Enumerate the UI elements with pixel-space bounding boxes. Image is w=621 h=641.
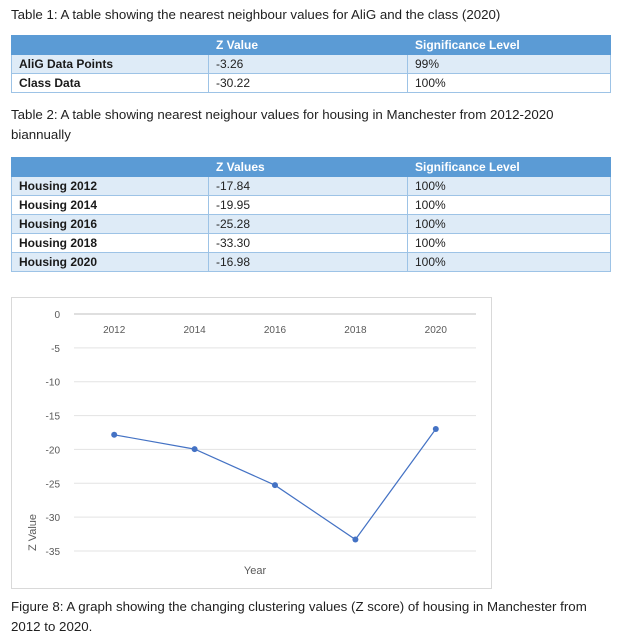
table2: Z Values Significance Level Housing 2012… [11,157,611,272]
data-point [111,431,118,438]
z-value-cell: -33.30 [208,233,408,253]
significance-cell: 100% [407,233,611,253]
table-row: Housing 2012 -17.84 100% [11,176,611,196]
x-tick-label: 2014 [183,325,206,336]
line-chart: 0 -5 -10 -15 -20 -25 -30 -35 2012 2014 2016 2018 202… [11,297,492,589]
table2-header-cell: Significance Level [407,157,611,177]
row-label: Housing 2012 [11,176,209,196]
figure-caption: Figure 8: A graph showing the changing c… [11,599,587,634]
significance-cell: 100% [407,73,611,93]
z-value-cell: -30.22 [208,73,408,93]
x-tick-label: 2012 [103,325,126,336]
z-value-cell: -25.28 [208,214,408,234]
x-tick-label: 2016 [264,325,287,336]
table-row: Housing 2020 -16.98 100% [11,252,611,272]
table2-header-row: Z Values Significance Level [11,157,611,177]
data-point [432,425,439,432]
data-point [272,482,278,489]
x-axis-title: Year [244,565,267,577]
x-tick-label: 2018 [344,325,367,336]
significance-cell: 100% [407,214,611,234]
table1-header-cell: Z Value [208,35,408,55]
y-tick-label: -15 [46,412,61,423]
row-label: Housing 2020 [11,252,209,272]
data-point [191,446,198,453]
z-value-cell: -16.98 [208,252,408,272]
row-label: Housing 2018 [11,233,209,253]
table-row: Class Data -30.22 100% [11,73,611,93]
table2-caption: Table 2: A table showing nearest neighou… [11,107,554,142]
table1-header-cell [11,35,209,55]
table-row: AliG Data Points -3.26 99% [11,54,611,74]
z-value-cell: -17.84 [208,176,408,196]
table-row: Housing 2018 -33.30 100% [11,233,611,253]
row-label: Housing 2016 [11,214,209,234]
y-tick-label: -35 [46,547,61,558]
line-chart-svg: 0 -5 -10 -15 -20 -25 -30 -35 2012 2014 2016 2018 202… [27,310,476,577]
row-label: Class Data [11,73,209,93]
significance-cell: 100% [407,195,611,215]
row-label: Housing 2014 [11,195,209,215]
y-tick-label: -5 [51,344,60,355]
significance-cell: 100% [407,252,611,272]
x-tick-label: 2020 [425,325,448,336]
table1: Z Value Significance Level AliG Data Poi… [11,35,611,93]
y-tick-label: -20 [46,445,61,456]
y-tick-label: -25 [46,479,61,490]
significance-cell: 100% [407,176,611,196]
table1-header-cell: Significance Level [407,35,611,55]
y-axis-title: Z Value [27,514,39,551]
table1-header-row: Z Value Significance Level [11,35,611,55]
z-value-cell: -3.26 [208,54,408,74]
table1-caption: Table 1: A table showing the nearest nei… [11,7,501,22]
significance-cell: 99% [407,54,611,74]
table2-header-cell: Z Values [208,157,408,177]
z-value-cell: -19.95 [208,195,408,215]
y-tick-label: 0 [54,310,60,321]
table-row: Housing 2014 -19.95 100% [11,195,611,215]
row-label: AliG Data Points [11,54,209,74]
y-tick-label: -10 [46,378,61,389]
y-tick-label: -30 [46,513,61,524]
table2-header-cell [11,157,209,177]
table-row: Housing 2016 -25.28 100% [11,214,611,234]
data-point [352,536,359,543]
